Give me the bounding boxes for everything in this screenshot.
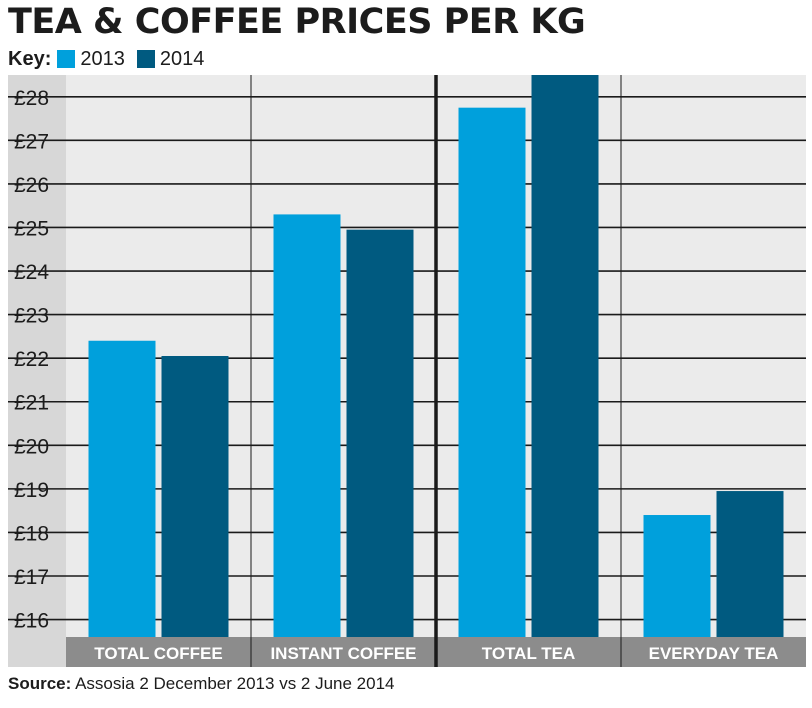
chart-title: TEA & COFFEE PRICES PER KG	[8, 2, 586, 42]
bar-2013	[273, 214, 341, 637]
bar-2013	[88, 340, 156, 637]
bar-2013	[458, 107, 526, 637]
legend-swatch-2013	[57, 50, 76, 68]
y-tick-label: £20	[14, 435, 49, 458]
legend-label-2014: 2014	[159, 47, 205, 70]
y-tick-label: £25	[14, 217, 49, 240]
legend-swatch-2014	[136, 50, 155, 68]
legend-label-2013: 2013	[80, 47, 125, 70]
y-axis-panel	[8, 75, 66, 667]
chart-legend: Key: 2013 2014	[8, 47, 216, 71]
legend-key-label: Key:	[8, 47, 52, 70]
source-label: Source:	[8, 674, 72, 693]
x-category-label: EVERYDAY TEA	[649, 644, 779, 663]
y-tick-label: £16	[14, 610, 49, 633]
bar-2013	[643, 515, 711, 637]
y-tick-label: £22	[14, 348, 49, 371]
x-category-label: TOTAL COFFEE	[94, 644, 222, 663]
y-tick-label: £17	[14, 566, 49, 589]
y-tick-label: £21	[14, 392, 49, 415]
y-tick-label: £18	[14, 522, 49, 545]
y-tick-label: £26	[14, 174, 49, 197]
y-tick-label: £19	[14, 479, 49, 502]
y-tick-label: £28	[14, 87, 49, 110]
bar-2014	[716, 491, 784, 637]
y-tick-label: £27	[14, 130, 49, 153]
bar-2014	[531, 75, 599, 637]
y-tick-label: £23	[14, 305, 49, 328]
bar-2014	[346, 229, 414, 637]
x-category-label: TOTAL TEA	[482, 644, 576, 663]
x-category-label: INSTANT COFFEE	[270, 644, 416, 663]
y-tick-label: £24	[14, 261, 49, 284]
bar-2014	[161, 356, 229, 637]
source-text: Assosia 2 December 2013 vs 2 June 2014	[71, 674, 395, 693]
source-note: Source: Assosia 2 December 2013 vs 2 Jun…	[8, 674, 395, 694]
